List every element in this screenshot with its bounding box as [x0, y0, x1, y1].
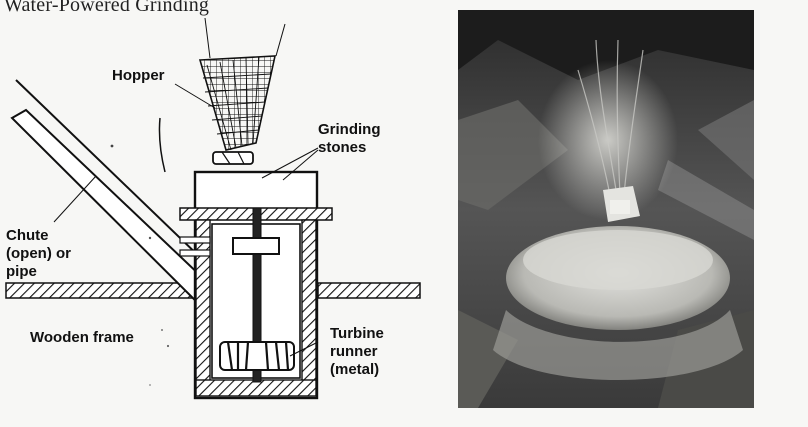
- label-hopper: Hopper: [112, 67, 165, 84]
- label-wooden-frame: Wooden frame: [30, 329, 134, 346]
- label-chute-1: Chute: [6, 227, 49, 244]
- figure-caption: Water-Powered Grinding: [4, 0, 210, 16]
- label-chute-3: pipe: [6, 263, 37, 280]
- mill-photograph: [458, 10, 754, 408]
- ground-right: [317, 282, 421, 299]
- turbine-runner: [219, 341, 295, 371]
- label-turbine-3: (metal): [330, 361, 380, 378]
- label-turbine-1: Turbine: [330, 325, 384, 342]
- upper-block: [232, 237, 280, 255]
- hopper: [198, 17, 286, 165]
- label-grinding-stones-2: stones: [318, 139, 367, 156]
- ground-left: [5, 282, 199, 299]
- label-chute-2: (open) or: [6, 245, 71, 262]
- label-turbine-2: runner: [330, 343, 378, 360]
- shaft: [252, 207, 262, 383]
- label-grinding-stones-1: Grinding: [318, 121, 381, 138]
